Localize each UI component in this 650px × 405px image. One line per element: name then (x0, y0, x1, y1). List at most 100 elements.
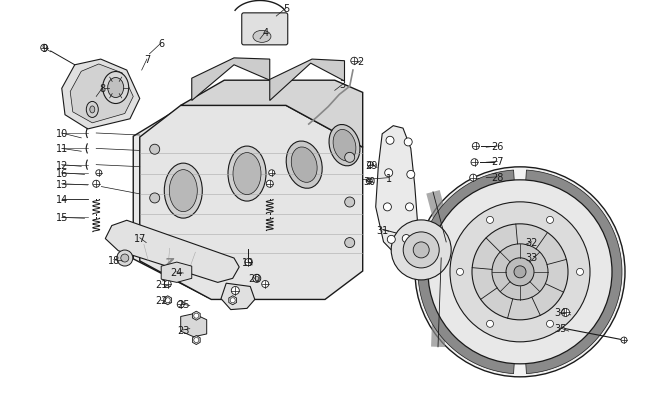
Polygon shape (62, 60, 140, 130)
Ellipse shape (169, 170, 198, 212)
Circle shape (385, 169, 393, 177)
Polygon shape (179, 85, 361, 149)
Circle shape (262, 281, 268, 288)
Text: 20: 20 (248, 274, 261, 284)
Circle shape (404, 139, 412, 147)
Circle shape (194, 313, 199, 318)
Circle shape (231, 287, 239, 295)
Text: 17: 17 (133, 233, 146, 243)
Circle shape (177, 301, 184, 308)
Ellipse shape (291, 147, 317, 183)
Polygon shape (181, 314, 207, 337)
Circle shape (473, 143, 479, 150)
Polygon shape (181, 81, 363, 148)
Text: 21: 21 (155, 279, 168, 289)
Polygon shape (192, 336, 200, 345)
Circle shape (402, 235, 410, 243)
Circle shape (366, 179, 372, 184)
Ellipse shape (333, 130, 356, 162)
Circle shape (407, 171, 415, 179)
Circle shape (415, 167, 625, 377)
Ellipse shape (103, 72, 129, 104)
Circle shape (450, 202, 590, 342)
Circle shape (456, 269, 463, 276)
Text: 3: 3 (339, 80, 346, 90)
Circle shape (386, 137, 394, 145)
Circle shape (117, 250, 133, 266)
Circle shape (621, 337, 627, 343)
Polygon shape (161, 262, 192, 283)
Polygon shape (133, 109, 361, 298)
Ellipse shape (86, 102, 98, 118)
Text: 32: 32 (525, 237, 538, 247)
Circle shape (150, 145, 160, 155)
Polygon shape (525, 171, 622, 374)
FancyBboxPatch shape (242, 14, 288, 46)
Ellipse shape (233, 153, 261, 195)
Polygon shape (221, 284, 255, 310)
Circle shape (387, 236, 395, 244)
Circle shape (268, 171, 275, 176)
Text: 33: 33 (526, 252, 538, 262)
Circle shape (470, 175, 476, 182)
Circle shape (93, 181, 99, 188)
Ellipse shape (108, 78, 124, 98)
Text: Z: Z (164, 257, 174, 270)
Ellipse shape (228, 147, 266, 202)
Circle shape (230, 298, 235, 303)
Text: 13: 13 (56, 179, 68, 189)
Polygon shape (70, 65, 133, 124)
Text: 30: 30 (363, 177, 375, 186)
Text: 10: 10 (56, 129, 68, 139)
Text: 11: 11 (56, 144, 68, 154)
Circle shape (121, 254, 129, 262)
Circle shape (413, 242, 429, 258)
Polygon shape (105, 221, 239, 283)
Polygon shape (376, 126, 417, 256)
Circle shape (255, 277, 259, 281)
Polygon shape (418, 171, 515, 374)
Circle shape (391, 220, 451, 280)
Text: 12: 12 (55, 160, 68, 170)
Ellipse shape (286, 142, 322, 189)
Text: 35: 35 (554, 323, 567, 333)
Text: 28: 28 (491, 173, 504, 182)
Circle shape (486, 320, 493, 328)
Polygon shape (164, 296, 172, 305)
Text: 4: 4 (262, 28, 268, 38)
Circle shape (492, 244, 548, 300)
Circle shape (506, 258, 534, 286)
Circle shape (165, 298, 170, 303)
Circle shape (486, 217, 493, 224)
Text: 24: 24 (170, 267, 183, 277)
Text: 6: 6 (158, 39, 164, 49)
Text: 26: 26 (491, 142, 504, 151)
Text: 25: 25 (177, 300, 190, 309)
Text: 19: 19 (242, 258, 254, 267)
Circle shape (384, 203, 391, 211)
Circle shape (164, 281, 171, 288)
Text: 23: 23 (177, 325, 190, 335)
Text: 29: 29 (365, 160, 378, 170)
Circle shape (194, 338, 199, 343)
Circle shape (367, 162, 374, 168)
Circle shape (351, 58, 358, 65)
Polygon shape (229, 296, 237, 305)
Circle shape (472, 224, 568, 320)
Text: 7: 7 (144, 55, 150, 65)
Text: 31: 31 (376, 225, 388, 235)
Circle shape (577, 269, 584, 276)
Circle shape (428, 180, 612, 364)
Circle shape (547, 320, 554, 328)
Circle shape (266, 181, 273, 188)
Circle shape (253, 275, 261, 283)
Text: 27: 27 (491, 157, 504, 167)
Circle shape (96, 171, 102, 176)
Ellipse shape (164, 164, 202, 219)
Polygon shape (192, 59, 270, 101)
Circle shape (562, 309, 569, 317)
Text: 1: 1 (385, 173, 392, 183)
Circle shape (41, 45, 47, 52)
Text: 8: 8 (99, 83, 106, 93)
Polygon shape (192, 311, 200, 320)
